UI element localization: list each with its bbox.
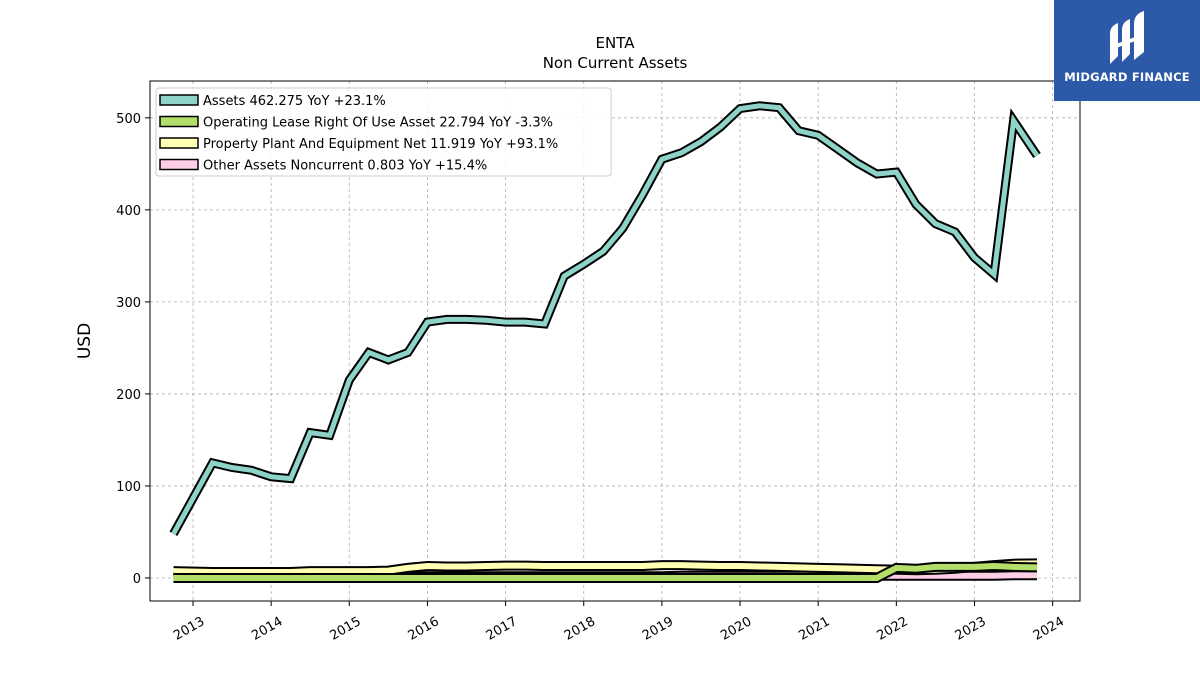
x-tick-label: 2019 [640,614,676,644]
legend-swatch [159,94,199,106]
brand-name: MIDGARD FINANCE [1064,70,1190,84]
chart-title: ENTA [596,34,636,52]
x-tick-label: 2017 [484,614,520,644]
plot-frame [149,80,1081,602]
x-tick-label: 2014 [249,614,285,644]
brand-badge: MIDGARD FINANCE [1054,0,1200,101]
legend: Assets 462.275 YoY +23.1% Operating Lease… [155,87,612,177]
legend-entry: Assets 462.275 YoY +23.1% [203,94,386,109]
x-tick-label: 2020 [718,614,754,644]
series-layer [169,101,1041,583]
y-tick-label: 200 [116,388,141,403]
x-tick-label: 2024 [1031,614,1067,644]
legend-entry: Property Plant And Equipment Net 11.919 … [203,137,558,152]
x-tick-label: 2018 [562,614,598,644]
legend-swatch [159,115,199,128]
y-tick-label: 300 [116,296,141,311]
y-tick-label: 400 [116,204,141,219]
y-tick-label: 100 [116,480,141,495]
chart-subtitle: Non Current Assets [543,54,688,72]
series-line [173,562,1038,581]
midgard-logo-icon [1110,11,1144,64]
legend-entry: Other Assets Noncurrent 0.803 YoY +15.4% [203,159,487,174]
legend-entry: Operating Lease Right Of Use Asset 22.79… [203,116,553,131]
x-tick-label: 2023 [953,614,989,644]
legend-box [155,87,612,177]
x-tick-label: 2022 [875,614,911,644]
x-tick-label: 2021 [796,614,832,644]
x-tick-label: 2016 [406,614,442,644]
legend-swatch [159,158,199,171]
legend-swatch [159,137,199,149]
y-tick-label: 500 [116,112,141,127]
x-tick-label: 2013 [171,614,207,644]
series-line [171,103,1040,536]
y-axis-label: USD [75,323,95,359]
y-tick-label: 0 [133,572,141,587]
x-tick-label: 2015 [327,614,363,644]
